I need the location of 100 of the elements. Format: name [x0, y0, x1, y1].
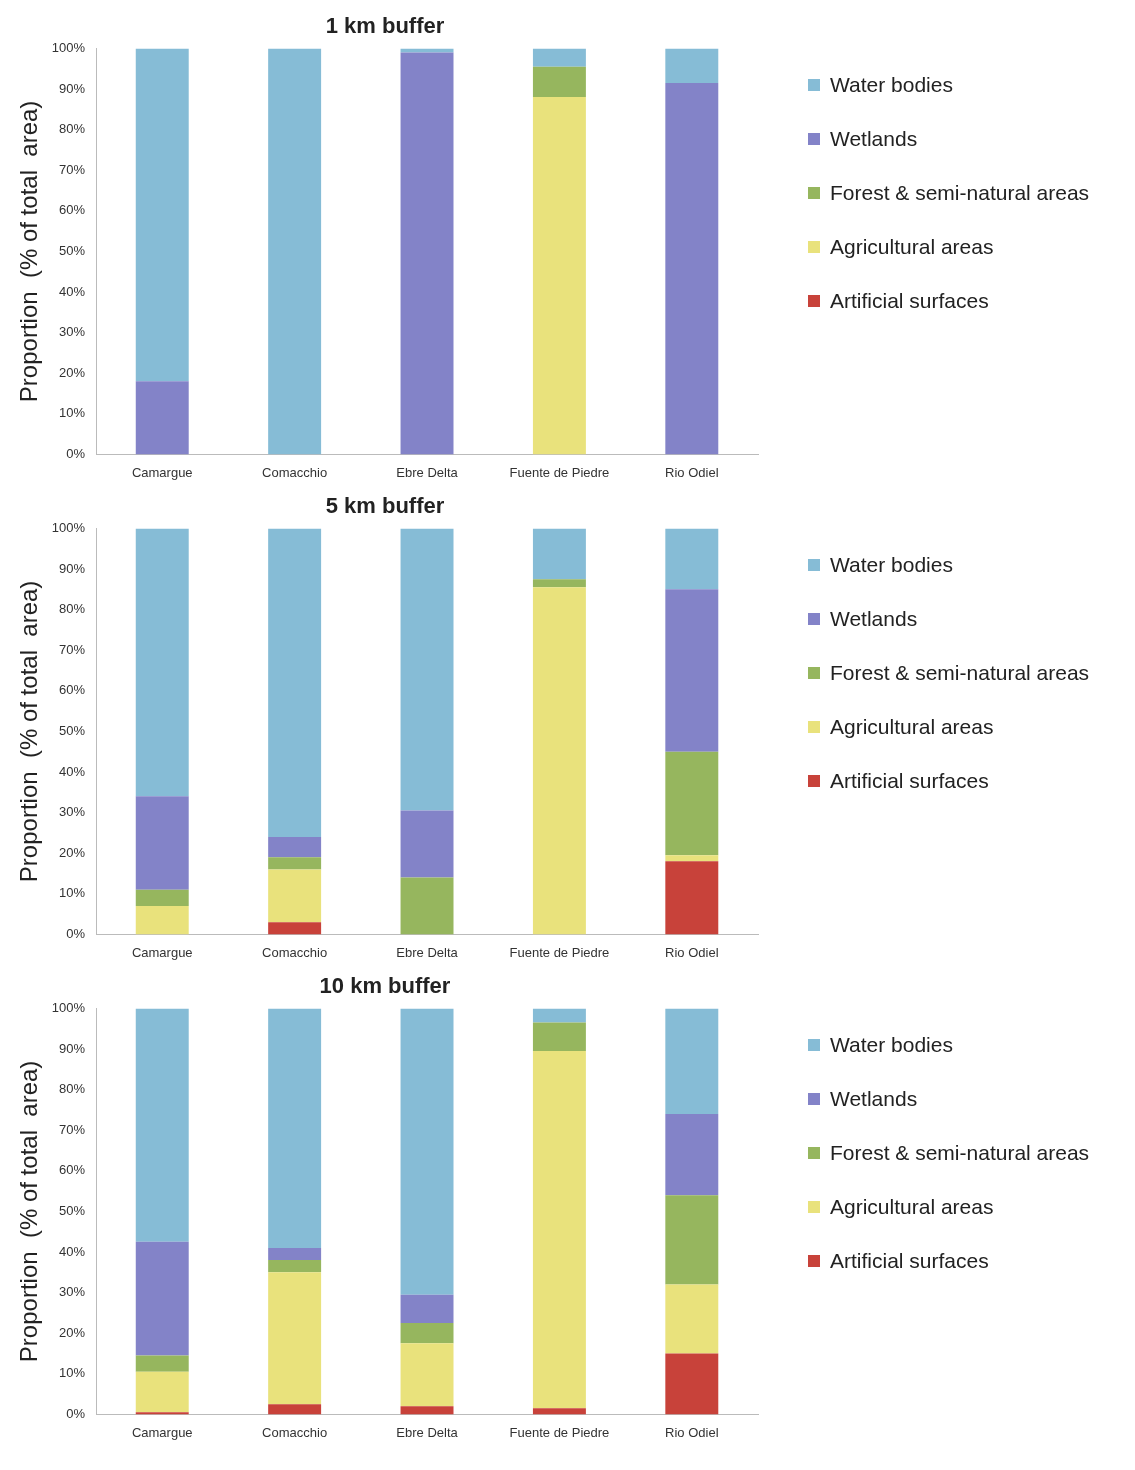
bar: [400, 810, 454, 878]
y-tick-label: 30%: [59, 804, 86, 820]
bar: [400, 877, 454, 935]
chart-title: 10 km buffer: [319, 973, 451, 999]
y-tick-label: 80%: [59, 1081, 86, 1097]
bar: [135, 1371, 189, 1413]
legend-label: Agricultural areas: [830, 715, 994, 739]
bar: [268, 1260, 322, 1273]
y-tick-label: 70%: [59, 1121, 86, 1137]
bar: [665, 855, 719, 862]
y-tick-label: 90%: [59, 80, 86, 96]
y-tick-label: 100%: [51, 999, 86, 1015]
x-tick-label: Ebre Delta: [396, 1424, 459, 1440]
bar: [665, 1113, 719, 1196]
y-tick-label: 50%: [59, 1202, 86, 1218]
y-tick-label: 90%: [59, 560, 86, 576]
y-tick-label: 0%: [66, 925, 86, 941]
bar: [665, 861, 719, 935]
y-axis-title: Proportion (% of total area): [15, 580, 43, 883]
x-tick-label: Camargue: [131, 944, 193, 960]
y-tick-label: 20%: [59, 844, 86, 860]
bar: [532, 1051, 586, 1409]
x-tick-label: Rio Odiel: [665, 1424, 719, 1440]
legend-label: Forest & semi-natural areas: [830, 181, 1090, 205]
legend-label: Water bodies: [830, 73, 953, 97]
y-tick-label: 0%: [66, 1405, 86, 1421]
bar: [532, 1408, 586, 1415]
y-tick-label: 30%: [59, 324, 86, 340]
bar: [135, 48, 189, 382]
y-tick-label: 60%: [59, 1162, 86, 1178]
legend-label: Wetlands: [830, 607, 918, 631]
bar: [268, 922, 322, 935]
legend-label: Forest & semi-natural areas: [830, 661, 1090, 685]
x-tick-label: Fuente de Piedre: [509, 1424, 610, 1440]
y-tick-label: 40%: [59, 283, 86, 299]
y-tick-label: 60%: [59, 202, 86, 218]
bar: [400, 528, 454, 811]
legend-label: Agricultural areas: [830, 235, 994, 259]
legend-label: Wetlands: [830, 127, 918, 151]
y-tick-label: 10%: [59, 885, 86, 901]
bar: [135, 528, 189, 797]
bar: [268, 528, 322, 837]
y-tick-label: 30%: [59, 1284, 86, 1300]
legend-label: Water bodies: [830, 553, 953, 577]
y-tick-label: 100%: [51, 519, 86, 535]
bar: [135, 1412, 189, 1415]
bar: [532, 1022, 586, 1052]
bar: [532, 579, 586, 588]
x-tick-label: Comacchio: [262, 944, 328, 960]
y-tick-label: 50%: [59, 722, 86, 738]
bar: [665, 48, 719, 83]
bar: [268, 1247, 322, 1261]
x-tick-label: Fuente de Piedre: [509, 944, 610, 960]
bar: [268, 857, 322, 870]
bar: [665, 1353, 719, 1415]
y-tick-label: 40%: [59, 763, 86, 779]
y-tick-label: 20%: [59, 1324, 86, 1340]
y-axis-title: Proportion (% of total area): [15, 1060, 43, 1363]
bar: [400, 1294, 454, 1324]
y-tick-label: 80%: [59, 121, 86, 137]
x-tick-label: Ebre Delta: [396, 464, 459, 480]
legend-label: Forest & semi-natural areas: [830, 1141, 1090, 1165]
bar: [400, 1406, 454, 1415]
bar: [532, 528, 586, 580]
y-tick-label: 50%: [59, 242, 86, 258]
bar: [135, 1241, 189, 1356]
bar: [135, 796, 189, 890]
bar: [400, 52, 454, 455]
bar: [532, 1008, 586, 1023]
y-tick-label: 10%: [59, 405, 86, 421]
x-tick-label: Fuente de Piedre: [509, 464, 610, 480]
y-tick-label: 70%: [59, 641, 86, 657]
bar: [665, 1284, 719, 1354]
bar: [400, 1008, 454, 1295]
chart-title: 5 km buffer: [325, 493, 445, 519]
y-tick-label: 80%: [59, 601, 86, 617]
x-tick-label: Ebre Delta: [396, 944, 459, 960]
bar: [532, 587, 586, 935]
y-tick-label: 60%: [59, 682, 86, 698]
bar: [135, 905, 189, 935]
bar: [268, 836, 322, 858]
bar: [532, 66, 586, 98]
y-tick-label: 100%: [51, 39, 86, 55]
bar: [135, 889, 189, 906]
bar: [665, 82, 719, 455]
y-axis-title: Proportion (% of total area): [15, 100, 43, 403]
bar: [268, 869, 322, 923]
bar: [135, 1008, 189, 1242]
y-tick-label: 10%: [59, 1365, 86, 1381]
bar: [665, 1008, 719, 1114]
x-tick-label: Comacchio: [262, 1424, 328, 1440]
legend-label: Agricultural areas: [830, 1195, 994, 1219]
legend-label: Artificial surfaces: [830, 769, 989, 793]
x-tick-label: Rio Odiel: [665, 944, 719, 960]
bar: [665, 589, 719, 752]
bar: [665, 528, 719, 590]
y-tick-label: 0%: [66, 445, 86, 461]
legend-label: Water bodies: [830, 1033, 953, 1057]
legend-label: Artificial surfaces: [830, 1249, 989, 1273]
bar: [665, 751, 719, 856]
